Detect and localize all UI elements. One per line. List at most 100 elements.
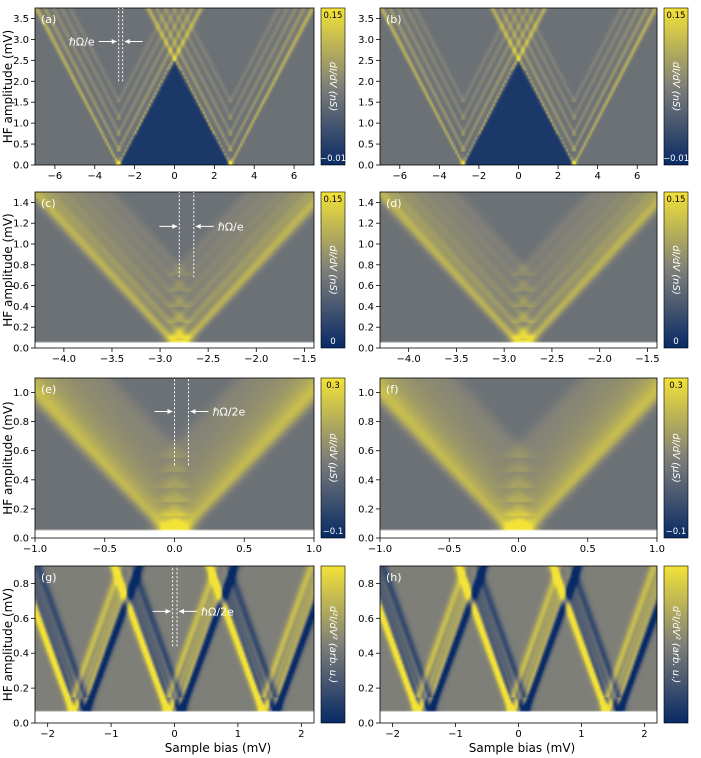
colorbar-max-c: 0.15 — [324, 195, 343, 205]
y-tick-label-d: 0.6 — [358, 281, 374, 292]
y-tick-label-e: 0.4 — [13, 475, 29, 486]
x-tick-label-e: 0.5 — [236, 544, 252, 555]
x-tick-label-h: 2 — [641, 729, 647, 740]
x-tick-label-b: −4 — [432, 171, 447, 182]
y-tick-label-g: 0.0 — [13, 719, 29, 730]
y-tick-label-b: 3.0 — [358, 35, 374, 46]
y-tick-label-e: 0.6 — [13, 446, 29, 457]
heatmap-e — [35, 378, 314, 538]
colorbar-label-b: dI/dV (nS) — [670, 62, 681, 112]
colorbar-min-b: −0.01 — [663, 154, 689, 164]
y-tick-label-f: 0.4 — [358, 475, 374, 486]
x-tick-label-d: −1.5 — [635, 354, 659, 365]
colorbar-h — [663, 565, 689, 724]
panel-d: −4.0 −3.5 −3.0 −2.5 −2.0 −1.5 0.0 0.2 0.4 0.6 0.8 1… — [358, 191, 689, 365]
annotation-arrowhead-right-g — [179, 608, 185, 614]
panel-f: −1.0 −0.5 0.0 0.5 1.0 0.0 0.2 0.4 0.6 0.8 1.0 (f) 0.… — [358, 377, 689, 555]
y-tick-label-d: 1.0 — [358, 240, 374, 251]
y-tick-label-a: 2.0 — [13, 77, 29, 88]
y-tick-label-a: 0.5 — [13, 140, 29, 151]
x-tick-label-c: −2.5 — [196, 354, 220, 365]
panel-label-e: (e) — [41, 383, 56, 396]
colorbar-max-b: 0.15 — [667, 11, 686, 21]
colorbar-max-e: 0.3 — [326, 381, 340, 391]
colorbar-label-g: d²I/dV² (arb. u.) — [327, 606, 338, 683]
x-tick-label-c: −4.0 — [52, 354, 76, 365]
panel-g: −2 −1 0 1 2 0.0 0.2 0.4 0.6 0.8HF amplitude (mV) (… — [1, 565, 346, 740]
y-tick-label-a: 1.5 — [13, 98, 29, 109]
x-tick-label-b: 6 — [634, 171, 640, 182]
x-axis-label-left: Sample bias (mV) — [165, 741, 271, 755]
x-tick-label-b: 2 — [555, 171, 561, 182]
colorbar-min-e: −0.1 — [323, 527, 344, 537]
y-tick-label-f: 1.0 — [358, 388, 374, 399]
panel-label-f: (f) — [386, 383, 398, 396]
y-tick-label-d: 0.4 — [358, 302, 374, 313]
panel-a: −6 −4 −2 0 2 4 6 0.0 0.5 1.0 1.5 2.0 2.5 3.0 3.5 HF amp… — [1, 7, 346, 182]
annotation-arrowhead-right-a — [124, 38, 130, 44]
y-axis-label-a: HF amplitude (mV) — [1, 30, 15, 143]
y-tick-label-f: 0.0 — [358, 534, 374, 545]
heatmap-h — [380, 566, 657, 723]
y-tick-label-c: 1.0 — [13, 240, 29, 251]
x-tick-label-h: 1 — [578, 729, 584, 740]
x-tick-label-g: −1 — [104, 729, 119, 740]
x-tick-label-g: −2 — [40, 729, 55, 740]
x-tick-label-g: 0 — [171, 729, 177, 740]
x-tick-label-h: −2 — [385, 729, 400, 740]
annotation-label-g: ℏΩ/2e — [201, 605, 234, 618]
colorbar-min-c: 0 — [330, 337, 335, 347]
y-tick-label-b: 0.0 — [358, 161, 374, 172]
colorbar-f — [663, 377, 689, 539]
heatmap-f — [380, 378, 657, 538]
panel-label-a: (a) — [41, 13, 56, 26]
heatmap-d — [380, 192, 657, 348]
x-tick-label-e: −1.0 — [23, 544, 47, 555]
y-tick-label-d: 1.2 — [358, 219, 374, 230]
y-axis-label-c: HF amplitude (mV) — [1, 213, 15, 326]
colorbar-g — [320, 565, 346, 724]
y-tick-label-b: 3.5 — [358, 14, 374, 25]
y-tick-label-c: 0.8 — [13, 260, 29, 271]
x-tick-label-d: −3.5 — [444, 354, 468, 365]
panel-label-b: (b) — [386, 13, 402, 26]
x-tick-label-f: −1.0 — [368, 544, 392, 555]
y-tick-label-h: 0.2 — [358, 684, 374, 695]
annotation-arrowhead-left-a — [111, 38, 117, 44]
colorbar-b — [663, 7, 689, 166]
x-tick-label-a: −4 — [87, 171, 102, 182]
y-tick-label-c: 0.2 — [13, 323, 29, 334]
heatmap-a — [35, 8, 314, 165]
annotation-label-a: ℏΩ/e — [69, 35, 95, 48]
colorbar-e — [320, 377, 346, 539]
panel-label-g: (g) — [41, 571, 57, 584]
annotation-arrowhead-right-e — [190, 408, 196, 414]
y-tick-label-g: 0.4 — [13, 649, 29, 660]
x-tick-label-a: −2 — [127, 171, 142, 182]
colorbar-label-d: dI/dV (nS) — [670, 245, 681, 295]
x-tick-label-d: −2.0 — [588, 354, 612, 365]
colorbar-label-f: dI/dV (μS) — [670, 433, 681, 483]
axes-frame-d — [379, 191, 658, 349]
axes-frame-c — [34, 191, 315, 349]
x-tick-label-c: −1.5 — [292, 354, 316, 365]
x-tick-label-g: 2 — [298, 729, 304, 740]
y-tick-label-a: 1.0 — [13, 119, 29, 130]
panel-label-h: (h) — [386, 571, 402, 584]
y-tick-label-g: 0.8 — [13, 579, 29, 590]
annotation-arrowhead-right-c — [195, 223, 201, 229]
colorbar-min-a: −0.01 — [320, 154, 346, 164]
y-tick-label-h: 0.0 — [358, 719, 374, 730]
annotation-label-e: ℏΩ/2e — [212, 405, 245, 418]
colorbar-c — [320, 191, 346, 349]
y-tick-label-f: 0.2 — [358, 504, 374, 515]
y-tick-label-f: 0.6 — [358, 446, 374, 457]
y-tick-label-c: 1.4 — [13, 198, 29, 209]
x-tick-label-c: −2.0 — [244, 354, 268, 365]
x-tick-label-d: −2.5 — [540, 354, 564, 365]
colorbar-max-f: 0.3 — [669, 381, 683, 391]
x-tick-label-c: −3.0 — [148, 354, 172, 365]
colorbar-label-a: dI/dV (nS) — [327, 62, 338, 112]
y-tick-label-b: 1.5 — [358, 98, 374, 109]
